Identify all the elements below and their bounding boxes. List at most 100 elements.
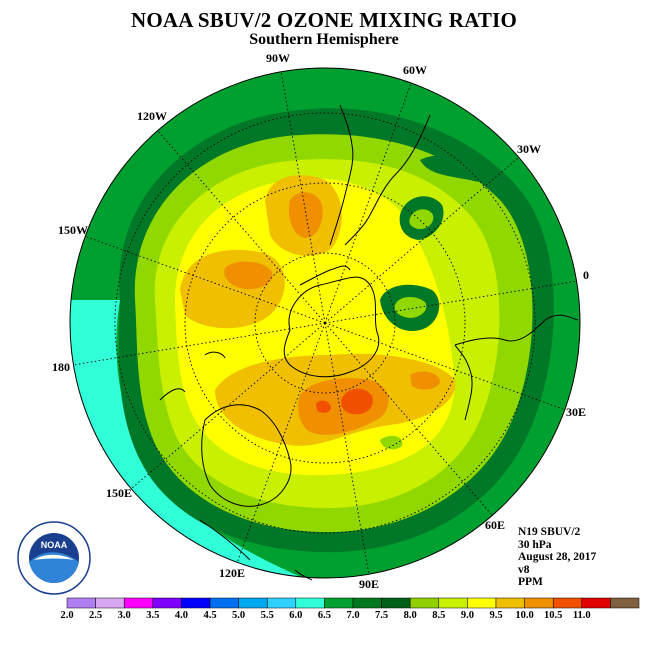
colorbar-label: 7.0 xyxy=(346,610,360,621)
colorbar-swatch xyxy=(552,597,583,609)
coastlines xyxy=(159,104,579,581)
coast-south-america-east xyxy=(344,114,431,246)
meridian-90e xyxy=(324,322,370,576)
coast-australia xyxy=(201,404,292,507)
meridian-180 xyxy=(72,322,326,366)
colorbar-label: 11.0 xyxy=(572,610,591,621)
lon-label-150w: 150W xyxy=(58,223,88,237)
field-low-east-inner xyxy=(394,296,427,318)
field-9-5-west xyxy=(224,261,273,290)
lon-label-30w: 30W xyxy=(517,142,541,156)
field-low-ne xyxy=(420,154,501,182)
colorbar-swatch xyxy=(266,597,297,609)
lon-label-60e: 60E xyxy=(485,518,506,532)
colorbar-swatch xyxy=(495,597,525,609)
graticule xyxy=(72,70,578,576)
colorbar-swatch xyxy=(524,597,554,609)
colorbar-label: 3.0 xyxy=(117,610,131,621)
map-subtitle: Southern Hemisphere xyxy=(249,31,399,48)
logo-wave xyxy=(29,552,79,583)
info-date: August 28, 2017 xyxy=(518,551,597,564)
lon-label-180: 180 xyxy=(52,360,70,374)
colorbar-label: 10.0 xyxy=(515,610,534,621)
colorbar-label: 2.5 xyxy=(89,610,103,621)
field-10-0-small xyxy=(316,400,331,413)
coast-peninsula xyxy=(299,265,351,286)
meridian-60w xyxy=(324,82,412,324)
colorbar-label: 6.0 xyxy=(289,610,303,621)
colorbar-swatch xyxy=(238,597,268,609)
lon-label-30e: 30E xyxy=(566,405,587,419)
colorbar-swatch xyxy=(409,597,440,609)
colorbar-label: 2.0 xyxy=(60,610,74,621)
meridian-90w xyxy=(280,70,326,324)
colorbar-label: 10.5 xyxy=(544,610,563,621)
colorbar-swatch xyxy=(610,597,640,609)
logo-gull xyxy=(34,554,74,560)
colorbar-swatch xyxy=(438,597,468,609)
colorbar-swatch xyxy=(324,597,354,609)
meridian-120e xyxy=(236,322,326,564)
lon-label-60w: 60W xyxy=(403,63,427,77)
meridian-0 xyxy=(324,280,578,324)
colorbar-swatch xyxy=(209,597,239,609)
field-9-5-north xyxy=(288,192,323,238)
coast-island xyxy=(204,351,226,359)
colorbar-swatch xyxy=(66,597,96,609)
colorbar xyxy=(66,597,640,609)
colorbar-swatch xyxy=(352,597,382,609)
colorbar-label: 5.5 xyxy=(260,610,274,621)
info-units: PPM xyxy=(518,576,543,589)
colorbar-swatch xyxy=(181,597,211,609)
lat-circle-210 xyxy=(114,112,536,534)
colorbar-label: 9.5 xyxy=(489,610,503,621)
lon-label-150e: 150E xyxy=(106,486,133,500)
field-low-north-inner xyxy=(409,209,434,230)
coast-indonesia xyxy=(199,519,251,561)
lon-label-0: 0 xyxy=(583,268,589,282)
lon-label-90w: 90W xyxy=(266,51,290,65)
coast-africa-south xyxy=(454,314,579,346)
meridian-60e xyxy=(324,322,493,516)
lon-label-90e: 90E xyxy=(359,577,380,591)
coast-south-america-west xyxy=(329,104,354,246)
colorbar-swatch xyxy=(123,597,154,609)
info-level: 30 hPa xyxy=(518,538,552,551)
colorbar-label: 9.0 xyxy=(460,610,474,621)
noaa-logo: NOAA xyxy=(17,521,91,595)
colorbar-swatch xyxy=(381,597,411,609)
map-title: NOAA SBUV/2 OZONE MIXING RATIO xyxy=(131,8,517,32)
colorbar-label: 4.5 xyxy=(203,610,217,621)
colorbar-label: 5.0 xyxy=(232,610,246,621)
logo-text: NOAA xyxy=(41,540,68,550)
lat-circle-70 xyxy=(254,252,396,394)
colorbar-swatch xyxy=(295,597,325,609)
colorbar-label: 8.5 xyxy=(432,610,446,621)
info-block: N19 SBUV/2 30 hPa August 28, 2017 v8 PPM xyxy=(518,526,596,589)
info-version: v8 xyxy=(518,563,530,576)
meridian-120w xyxy=(157,130,326,324)
colorbar-swatch xyxy=(152,597,182,609)
lon-label-120w: 120W xyxy=(137,109,167,123)
coast-new-zealand xyxy=(159,388,186,401)
lat-circle-140 xyxy=(184,182,466,464)
colorbar-swatch xyxy=(95,597,125,609)
map-border xyxy=(69,67,581,579)
colorbar-swatch xyxy=(581,597,611,609)
field-lime-patch xyxy=(380,435,403,450)
lon-label-120e: 120E xyxy=(219,566,246,580)
colorbar-swatch xyxy=(467,597,497,609)
colorbar-label: 3.5 xyxy=(146,610,160,621)
colorbar-label: 7.5 xyxy=(375,610,389,621)
coast-sumatra xyxy=(294,569,313,581)
info-satellite: N19 SBUV/2 xyxy=(518,526,581,538)
colorbar-label: 6.5 xyxy=(317,610,331,621)
field-9-5-east xyxy=(410,371,440,390)
colorbar-label: 8.0 xyxy=(403,610,417,621)
field-10-0 xyxy=(341,388,373,415)
coast-antarctica xyxy=(283,276,380,378)
ozone-field xyxy=(70,68,580,578)
coast-madagascar xyxy=(454,344,473,421)
